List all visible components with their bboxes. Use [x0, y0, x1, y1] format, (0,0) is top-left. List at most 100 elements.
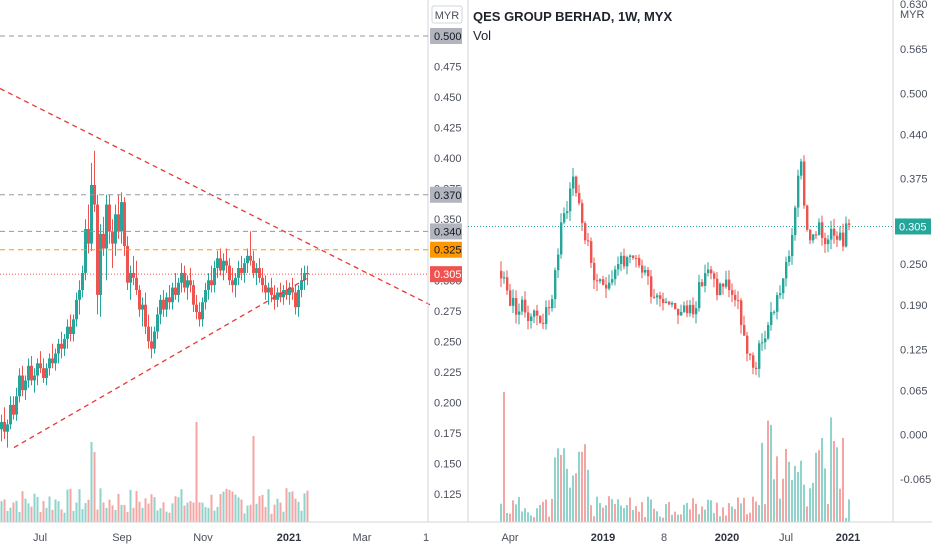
left-volume-bar [18, 511, 21, 522]
right-candle [776, 292, 779, 320]
left-candle [135, 260, 138, 295]
right-volume-bar [818, 450, 820, 522]
svg-text:0.305: 0.305 [899, 221, 927, 233]
left-volume-bar [258, 496, 261, 522]
right-candle [830, 220, 833, 250]
left-candle [186, 275, 189, 300]
right-volume-bar [821, 437, 823, 522]
right-volume-bar [599, 503, 601, 522]
left-candle [237, 260, 240, 286]
right-candle [668, 300, 671, 306]
left-candle [99, 224, 102, 317]
left-volume-bar [243, 513, 246, 522]
right-volume-bar [578, 451, 580, 522]
right-volume-bar [611, 499, 613, 522]
left-candle [147, 314, 150, 349]
right-candle [782, 277, 785, 300]
left-candle [42, 358, 45, 383]
right-volume-bar [689, 509, 691, 522]
right-volume-bar [842, 437, 844, 522]
left-y-tick: 0.425 [434, 123, 462, 135]
right-candle [545, 300, 548, 330]
left-volume-bar [189, 501, 192, 522]
right-candle [698, 274, 701, 312]
left-candle [156, 307, 159, 339]
left-candle [279, 282, 282, 303]
left-candle [246, 248, 249, 273]
left-candle [222, 253, 225, 281]
left-y-tick: 0.275 [434, 306, 462, 318]
left-volume-bar [138, 501, 141, 522]
right-volume-bar [533, 517, 535, 522]
right-volume-bar [566, 468, 568, 522]
right-candle [620, 252, 623, 272]
svg-text:0.305: 0.305 [434, 269, 462, 281]
right-volume-bar [557, 448, 559, 522]
left-trendline[interactable] [13, 276, 311, 449]
left-volume-bar [177, 497, 180, 522]
right-volume-bar [734, 509, 736, 522]
left-y-tick: 0.175 [434, 428, 462, 440]
left-volume-bar [78, 489, 81, 522]
x-tick-label: 2021 [277, 532, 301, 544]
left-volume-bar [132, 507, 135, 522]
right-volume-bar [629, 497, 631, 522]
left-candle [255, 263, 258, 286]
right-candle [638, 254, 641, 268]
right-candle [785, 256, 788, 287]
right-candle [617, 256, 620, 276]
left-candle [75, 292, 78, 327]
left-y-tick: 0.225 [434, 367, 462, 379]
right-volume-bar [563, 448, 565, 522]
left-volume-bar [228, 489, 231, 522]
left-volume-bar [237, 497, 240, 522]
left-volume-bar [51, 509, 54, 522]
left-volume-bar [276, 498, 279, 522]
left-y-tick: 0.200 [434, 397, 462, 409]
right-volume-bar [827, 504, 829, 522]
left-volume-bar [12, 502, 15, 522]
right-candle [806, 204, 809, 232]
left-candle [51, 343, 54, 369]
left-volume-bar [57, 501, 60, 522]
left-candle [228, 258, 231, 286]
right-y-tick: 0.000 [900, 430, 928, 442]
right-volume-bar [815, 452, 817, 522]
left-volume-bar [156, 510, 159, 522]
right-candle [767, 321, 770, 341]
right-volume-bar [797, 471, 799, 522]
left-candle [171, 282, 174, 310]
right-volume-bar [506, 512, 508, 522]
right-candle [677, 308, 680, 325]
right-candle [713, 271, 716, 288]
right-volume-bar [638, 511, 640, 522]
right-candle [812, 234, 815, 244]
left-candle [210, 265, 213, 293]
left-currency-badge[interactable]: MYR [431, 5, 463, 24]
right-volume-bar [536, 508, 538, 522]
right-volume-bar [755, 501, 757, 522]
right-candle [833, 218, 836, 244]
x-tick-label: Apr [501, 532, 518, 544]
right-volume-bar [833, 441, 835, 522]
left-candle [138, 285, 141, 317]
right-candle [653, 288, 656, 299]
left-volume-bar [207, 507, 210, 522]
left-volume-bar [297, 501, 300, 522]
left-candle [90, 163, 93, 251]
svg-text:0.340: 0.340 [434, 226, 462, 238]
right-candle [569, 182, 572, 221]
right-volume-bar [773, 479, 775, 522]
left-volume-bar [21, 491, 24, 522]
right-volume-bar [716, 502, 718, 522]
right-volume-bar [779, 498, 781, 522]
left-candle [303, 265, 306, 291]
left-volume-bar [27, 503, 30, 522]
left-volume-bar [114, 510, 117, 522]
right-candle [503, 271, 506, 284]
right-volume-bar [686, 502, 688, 522]
left-volume-bar [72, 510, 75, 522]
left-volume-bar [213, 510, 216, 522]
right-volume-bar [527, 512, 529, 522]
